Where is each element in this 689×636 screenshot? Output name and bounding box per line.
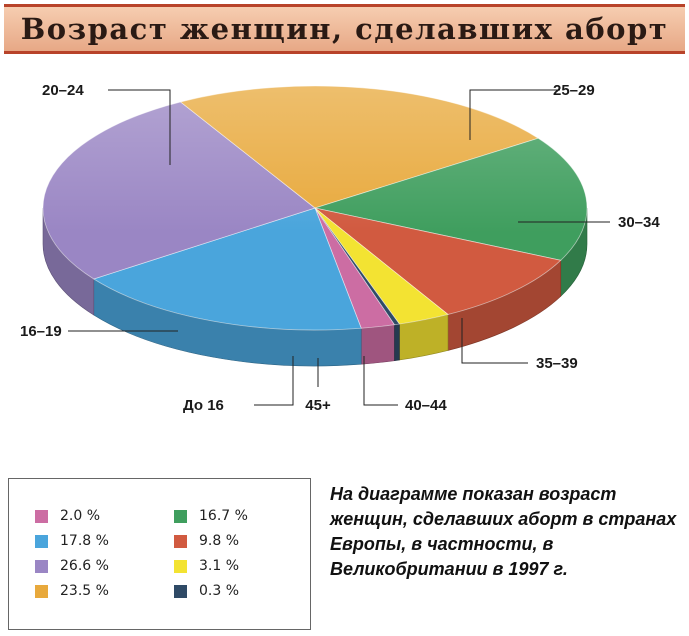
legend-swatch	[35, 534, 48, 548]
legend-swatch	[174, 559, 187, 573]
legend-value: 17.8 %	[60, 533, 109, 549]
legend-swatch	[35, 559, 48, 573]
legend-swatch	[174, 509, 187, 523]
leader-line	[363, 356, 398, 406]
category-label: 45+	[305, 397, 331, 414]
leader-line	[461, 318, 528, 364]
category-label: 20–24	[42, 82, 84, 99]
legend-item: 2.0 %	[35, 508, 100, 524]
legend-item: 0.3 %	[174, 583, 239, 599]
legend-swatch	[35, 584, 48, 598]
legend-item: 9.8 %	[174, 533, 239, 549]
legend-item: 17.8 %	[35, 533, 109, 549]
legend-value: 2.0 %	[60, 508, 101, 524]
pie-side-16	[360, 324, 395, 365]
pie-gloss	[43, 86, 587, 330]
legend-value: 26.6 %	[60, 558, 109, 574]
legend-item: 26.6 %	[35, 558, 109, 574]
legend-value: 16.7 %	[199, 508, 248, 524]
leader-line	[108, 89, 171, 165]
chart-caption: На диаграмме показан возраст женщин, сде…	[330, 484, 677, 579]
legend-swatch	[174, 584, 187, 598]
legend-swatch	[174, 534, 187, 548]
legend-item: 23.5 %	[35, 583, 109, 599]
legend-item: 16.7 %	[174, 508, 248, 524]
category-label: 30–34	[618, 214, 660, 231]
category-label: 16–19	[20, 323, 62, 340]
legend-value: 23.5 %	[60, 583, 109, 599]
title-bar: Возраст женщин, сделавших аборт	[4, 4, 685, 54]
legend-value: 3.1 %	[199, 558, 240, 574]
legend-value: 9.8 %	[199, 533, 240, 549]
pie-side-45	[394, 323, 400, 362]
category-label: До 16	[183, 397, 224, 414]
category-label: 40–44	[405, 397, 447, 414]
chart-title: Возраст женщин, сделавших аборт	[20, 12, 669, 46]
category-label: 35–39	[536, 355, 578, 372]
leader-line	[254, 356, 294, 406]
pie-chart: 20–24 25–29 30–34 16–19 35–39 До 16 45+ 40–44	[20, 82, 660, 414]
leader-line	[469, 89, 560, 140]
category-label: 25–29	[553, 82, 595, 99]
legend: 2.0 % 17.8 % 26.6 % 23.5 % 16.7 % 9.8 % 3.1 % 0…	[8, 478, 311, 630]
legend-swatch	[35, 509, 48, 523]
legend-value: 0.3 %	[199, 583, 240, 599]
legend-item: 3.1 %	[174, 558, 239, 574]
